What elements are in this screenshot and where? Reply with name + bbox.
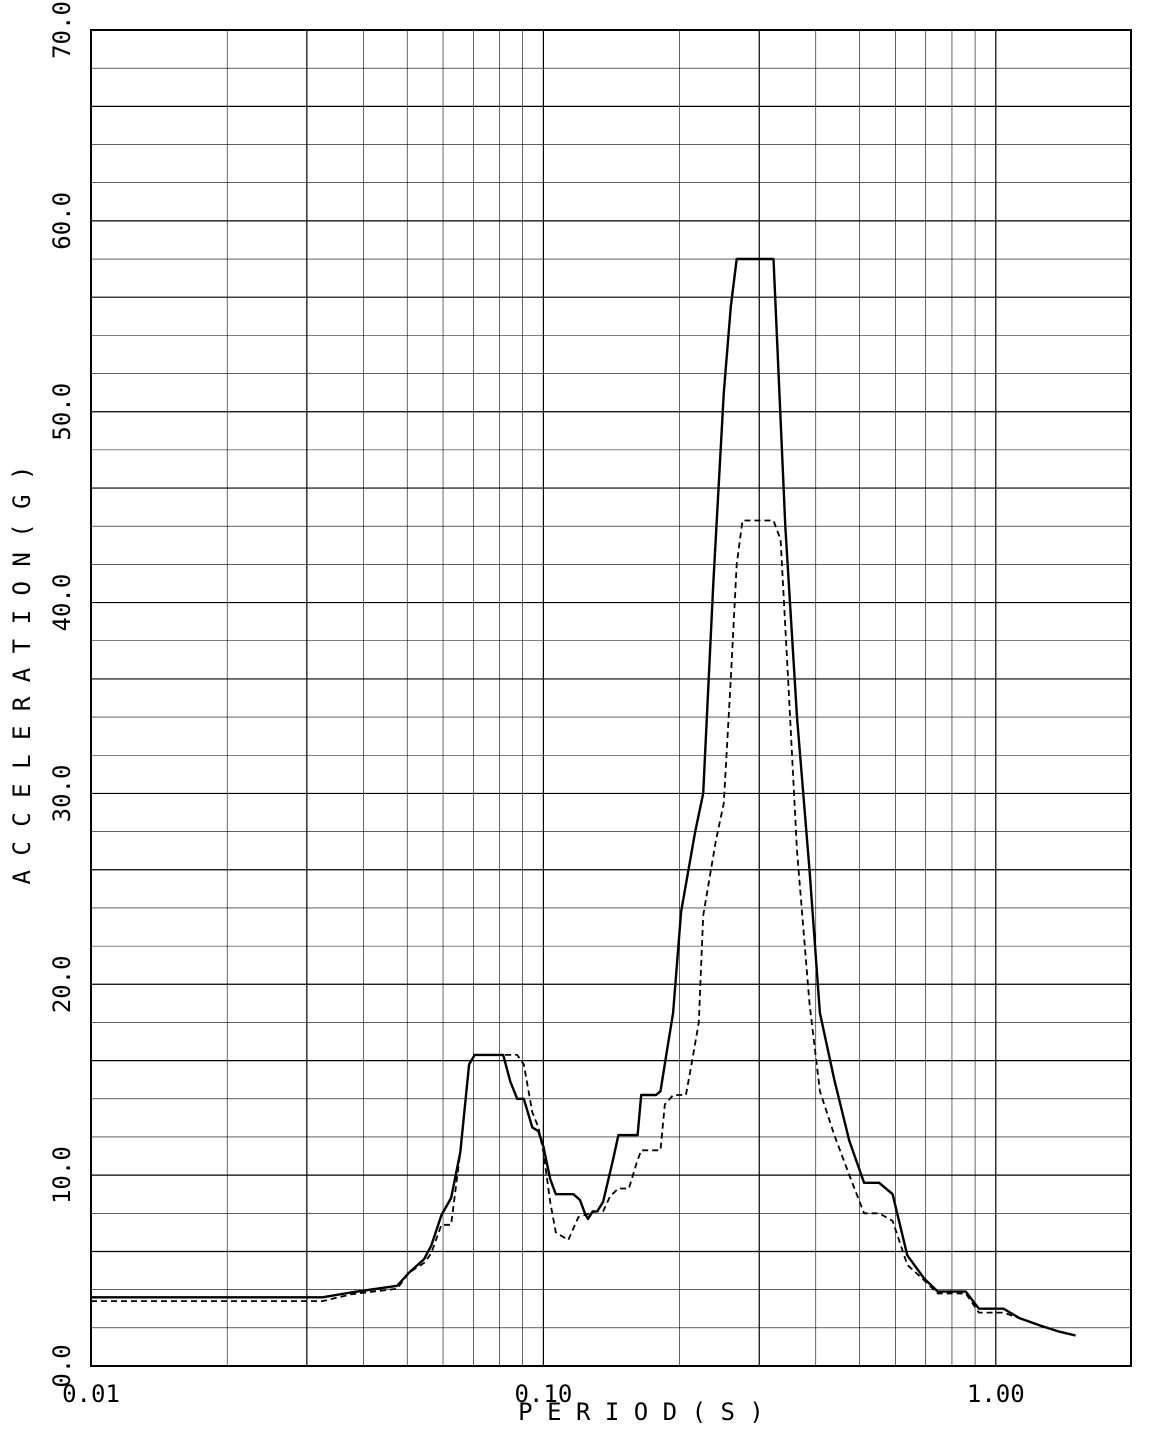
y-tick-label: 70.0	[48, 1, 76, 59]
y-tick-label: 0.0	[48, 1344, 76, 1387]
y-tick-label: 40.0	[48, 574, 76, 632]
series-solid-line	[91, 257, 1076, 1337]
x-tick-label: 0.10	[515, 1380, 573, 1408]
y-tick-label: 60.0	[48, 192, 76, 250]
y-tick-label: 50.0	[48, 383, 76, 441]
y-tick-labels: 0.0 10.0 20.0 30.0 40.0 50.0 60.0 70.0	[48, 1, 76, 1388]
x-axis-title: P E R I O D ( S )	[518, 1398, 764, 1426]
y-tick-label: 20.0	[48, 955, 76, 1013]
plot-frame	[90, 29, 1132, 1367]
series-layer	[91, 257, 1076, 1337]
x-tick-labels: 0.01 0.10 1.00	[62, 1380, 1025, 1408]
grid	[91, 30, 1131, 1366]
y-tick-label: 10.0	[48, 1146, 76, 1204]
y-tick-label: 30.0	[48, 765, 76, 823]
series-dashed-line	[91, 519, 1076, 1337]
y-axis-title: A C C E L E R A T I O N ( G )	[8, 465, 36, 884]
x-tick-label: 1.00	[967, 1380, 1025, 1408]
x-tick-label: 0.01	[62, 1380, 120, 1408]
